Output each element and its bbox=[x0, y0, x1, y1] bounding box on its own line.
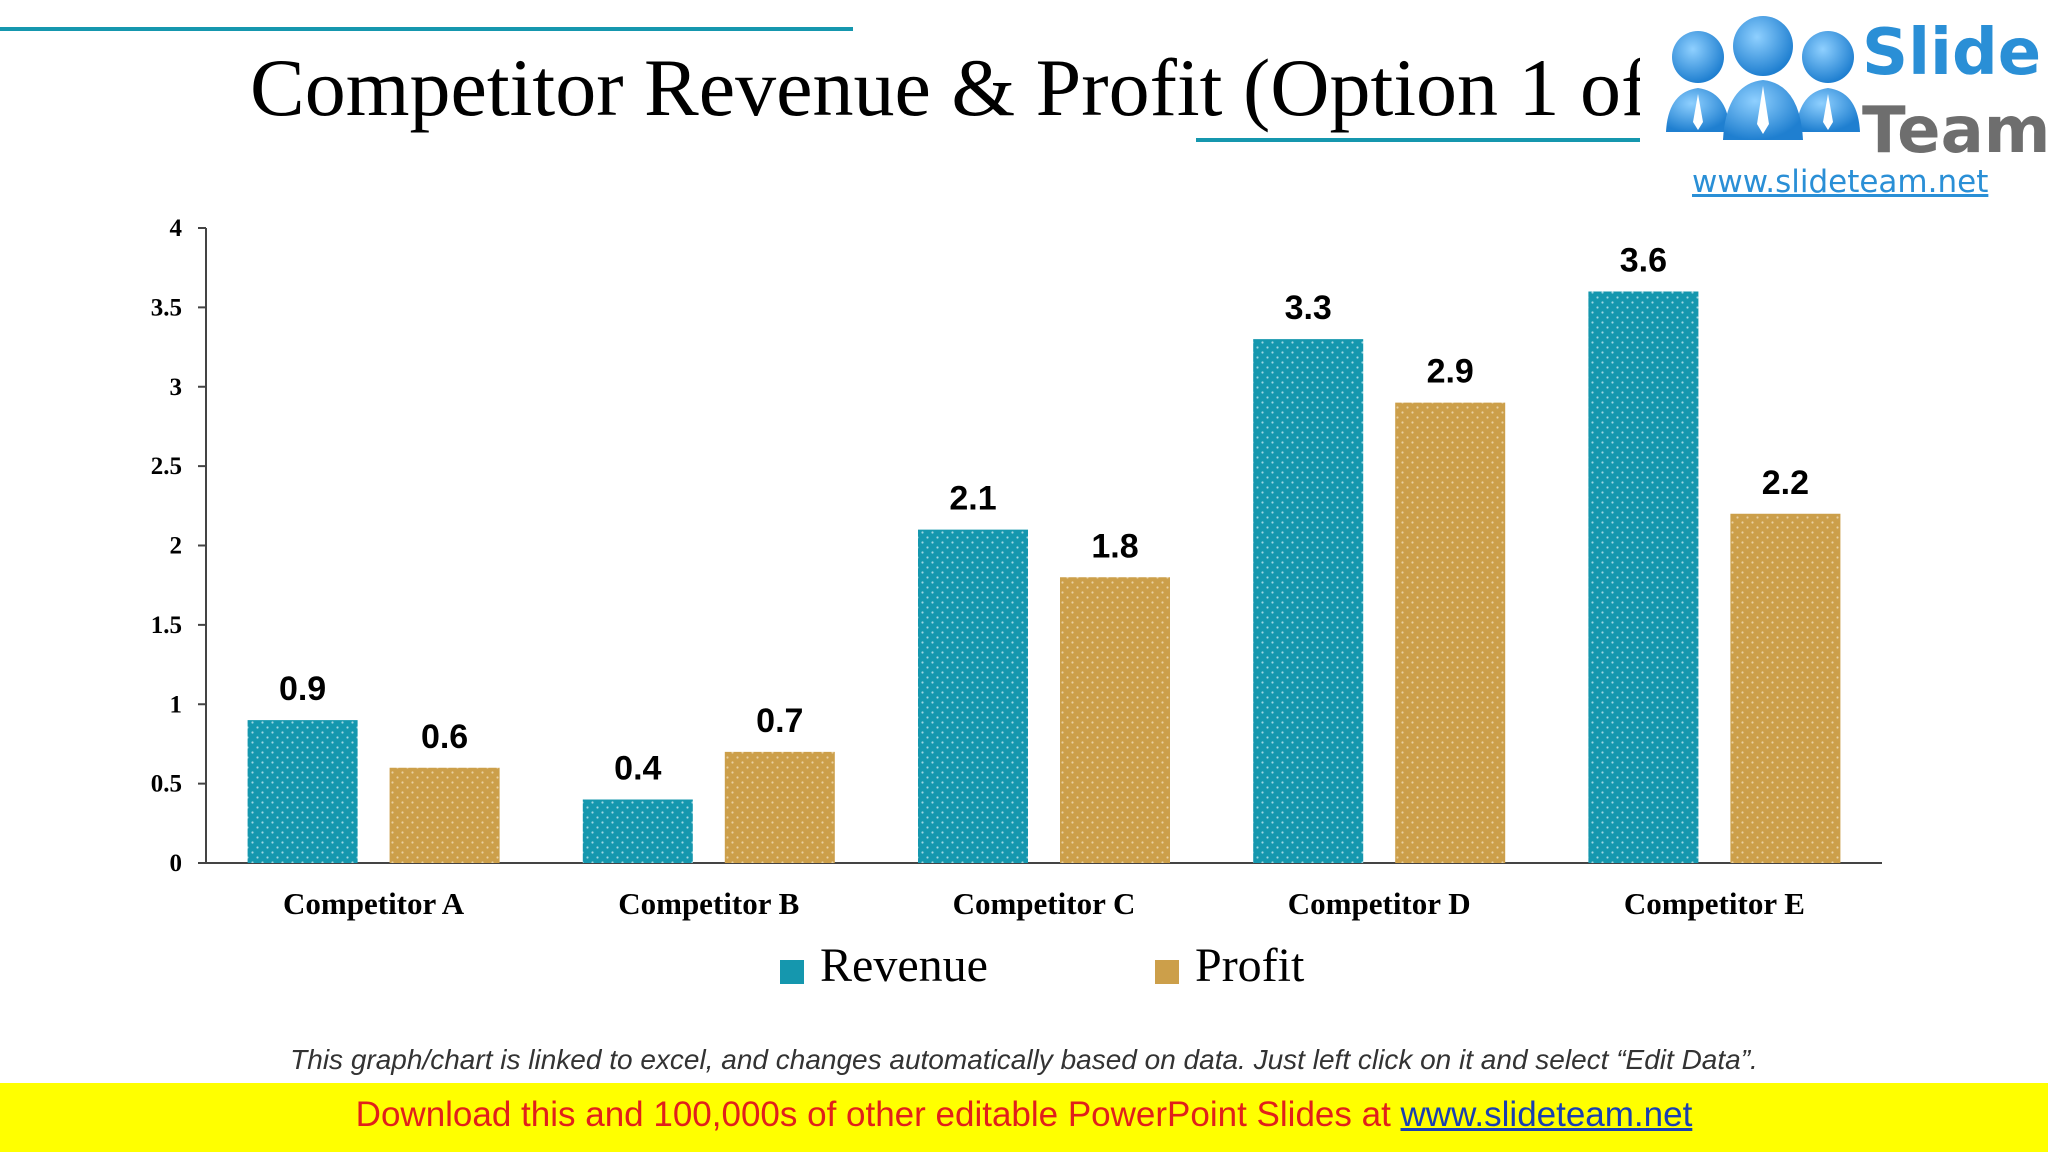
banner-link[interactable]: www.slideteam.net bbox=[1400, 1095, 1693, 1134]
data-label-revenue-2: 0.4 bbox=[614, 750, 661, 788]
x-tick-label: Competitor E bbox=[1624, 886, 1805, 921]
decorative-line-top bbox=[0, 27, 853, 31]
y-tick-label: 3.5 bbox=[151, 294, 182, 321]
x-tick-label: Competitor B bbox=[618, 886, 799, 921]
bar-revenue-3[interactable] bbox=[918, 529, 1028, 863]
slide-title: Competitor Revenue & Profit (Option 1 of… bbox=[250, 42, 1670, 133]
legend-label-profit: Profit bbox=[1195, 939, 1305, 992]
data-label-revenue-1: 0.9 bbox=[279, 670, 326, 708]
x-tick-label: Competitor A bbox=[283, 886, 465, 921]
bar-profit-1[interactable] bbox=[389, 767, 500, 863]
bar-profit-4[interactable] bbox=[1395, 402, 1506, 863]
y-tick-label: 1 bbox=[170, 691, 183, 718]
people-logo-icon bbox=[1666, 16, 1860, 140]
banner-text: Download this and 100,000s of other edit… bbox=[0, 1095, 2048, 1135]
x-tick-label: Competitor C bbox=[953, 886, 1136, 921]
chart-footnote: This graph/chart is linked to excel, and… bbox=[290, 1044, 1758, 1075]
data-label-revenue-3: 2.1 bbox=[949, 480, 996, 518]
data-label-profit-5: 2.2 bbox=[1762, 464, 1809, 502]
logo-word-team: Team bbox=[1862, 94, 2048, 168]
y-tick-label: 0 bbox=[170, 850, 183, 877]
y-tick-label: 2.5 bbox=[151, 453, 182, 480]
banner-message: Download this and 100,000s of other edit… bbox=[355, 1095, 1401, 1134]
x-tick-label: Competitor D bbox=[1288, 886, 1471, 921]
chart-legend: Revenue Profit bbox=[760, 939, 1360, 1000]
x-axis: Competitor A Competitor B Competitor C Comp… bbox=[206, 862, 1882, 921]
data-label-profit-1: 0.6 bbox=[421, 718, 468, 756]
legend-swatch-revenue bbox=[780, 960, 804, 984]
y-tick-label: 2 bbox=[170, 533, 183, 560]
bar-revenue-1[interactable] bbox=[247, 720, 358, 863]
bar-revenue-4[interactable] bbox=[1253, 339, 1364, 863]
bar-profit-2[interactable] bbox=[724, 751, 835, 863]
data-labels: 0.9 0.6 0.4 0.7 2.1 1.8 3.3 2.9 3.6 2.2 bbox=[279, 242, 1809, 788]
legend-label-revenue: Revenue bbox=[820, 939, 988, 992]
bar-chart: 00.511.522.533.54 Competitor A Competitor… bbox=[151, 215, 1882, 921]
bar-profit-3[interactable] bbox=[1060, 577, 1170, 863]
decorative-line-right bbox=[1196, 138, 1648, 142]
y-tick-label: 1.5 bbox=[151, 612, 182, 639]
legend-swatch-profit bbox=[1155, 960, 1179, 984]
y-tick-label: 0.5 bbox=[151, 771, 182, 798]
data-label-profit-4: 2.9 bbox=[1427, 353, 1474, 391]
y-tick-label: 3 bbox=[170, 374, 183, 401]
bar-revenue-5[interactable] bbox=[1588, 291, 1699, 864]
bars bbox=[247, 291, 1841, 864]
data-label-revenue-5: 3.6 bbox=[1620, 242, 1667, 280]
bar-profit-5[interactable] bbox=[1730, 513, 1841, 863]
logo-word-slide: Slide bbox=[1862, 16, 2042, 90]
data-label-profit-2: 0.7 bbox=[756, 702, 803, 740]
y-axis: 0 0.5 1 1.5 2 2.5 3 3.5 4 bbox=[151, 215, 207, 877]
data-label-profit-3: 1.8 bbox=[1091, 527, 1138, 565]
data-label-revenue-4: 3.3 bbox=[1285, 289, 1332, 327]
slideteam-logo[interactable]: Slide Team www.slideteam.net bbox=[1640, 0, 2048, 200]
download-banner: Download this and 100,000s of other edit… bbox=[0, 1083, 2048, 1152]
logo-url-link[interactable]: www.slideteam.net bbox=[1692, 164, 1989, 200]
bar-revenue-2[interactable] bbox=[582, 799, 693, 864]
y-tick-label: 4 bbox=[170, 215, 183, 242]
